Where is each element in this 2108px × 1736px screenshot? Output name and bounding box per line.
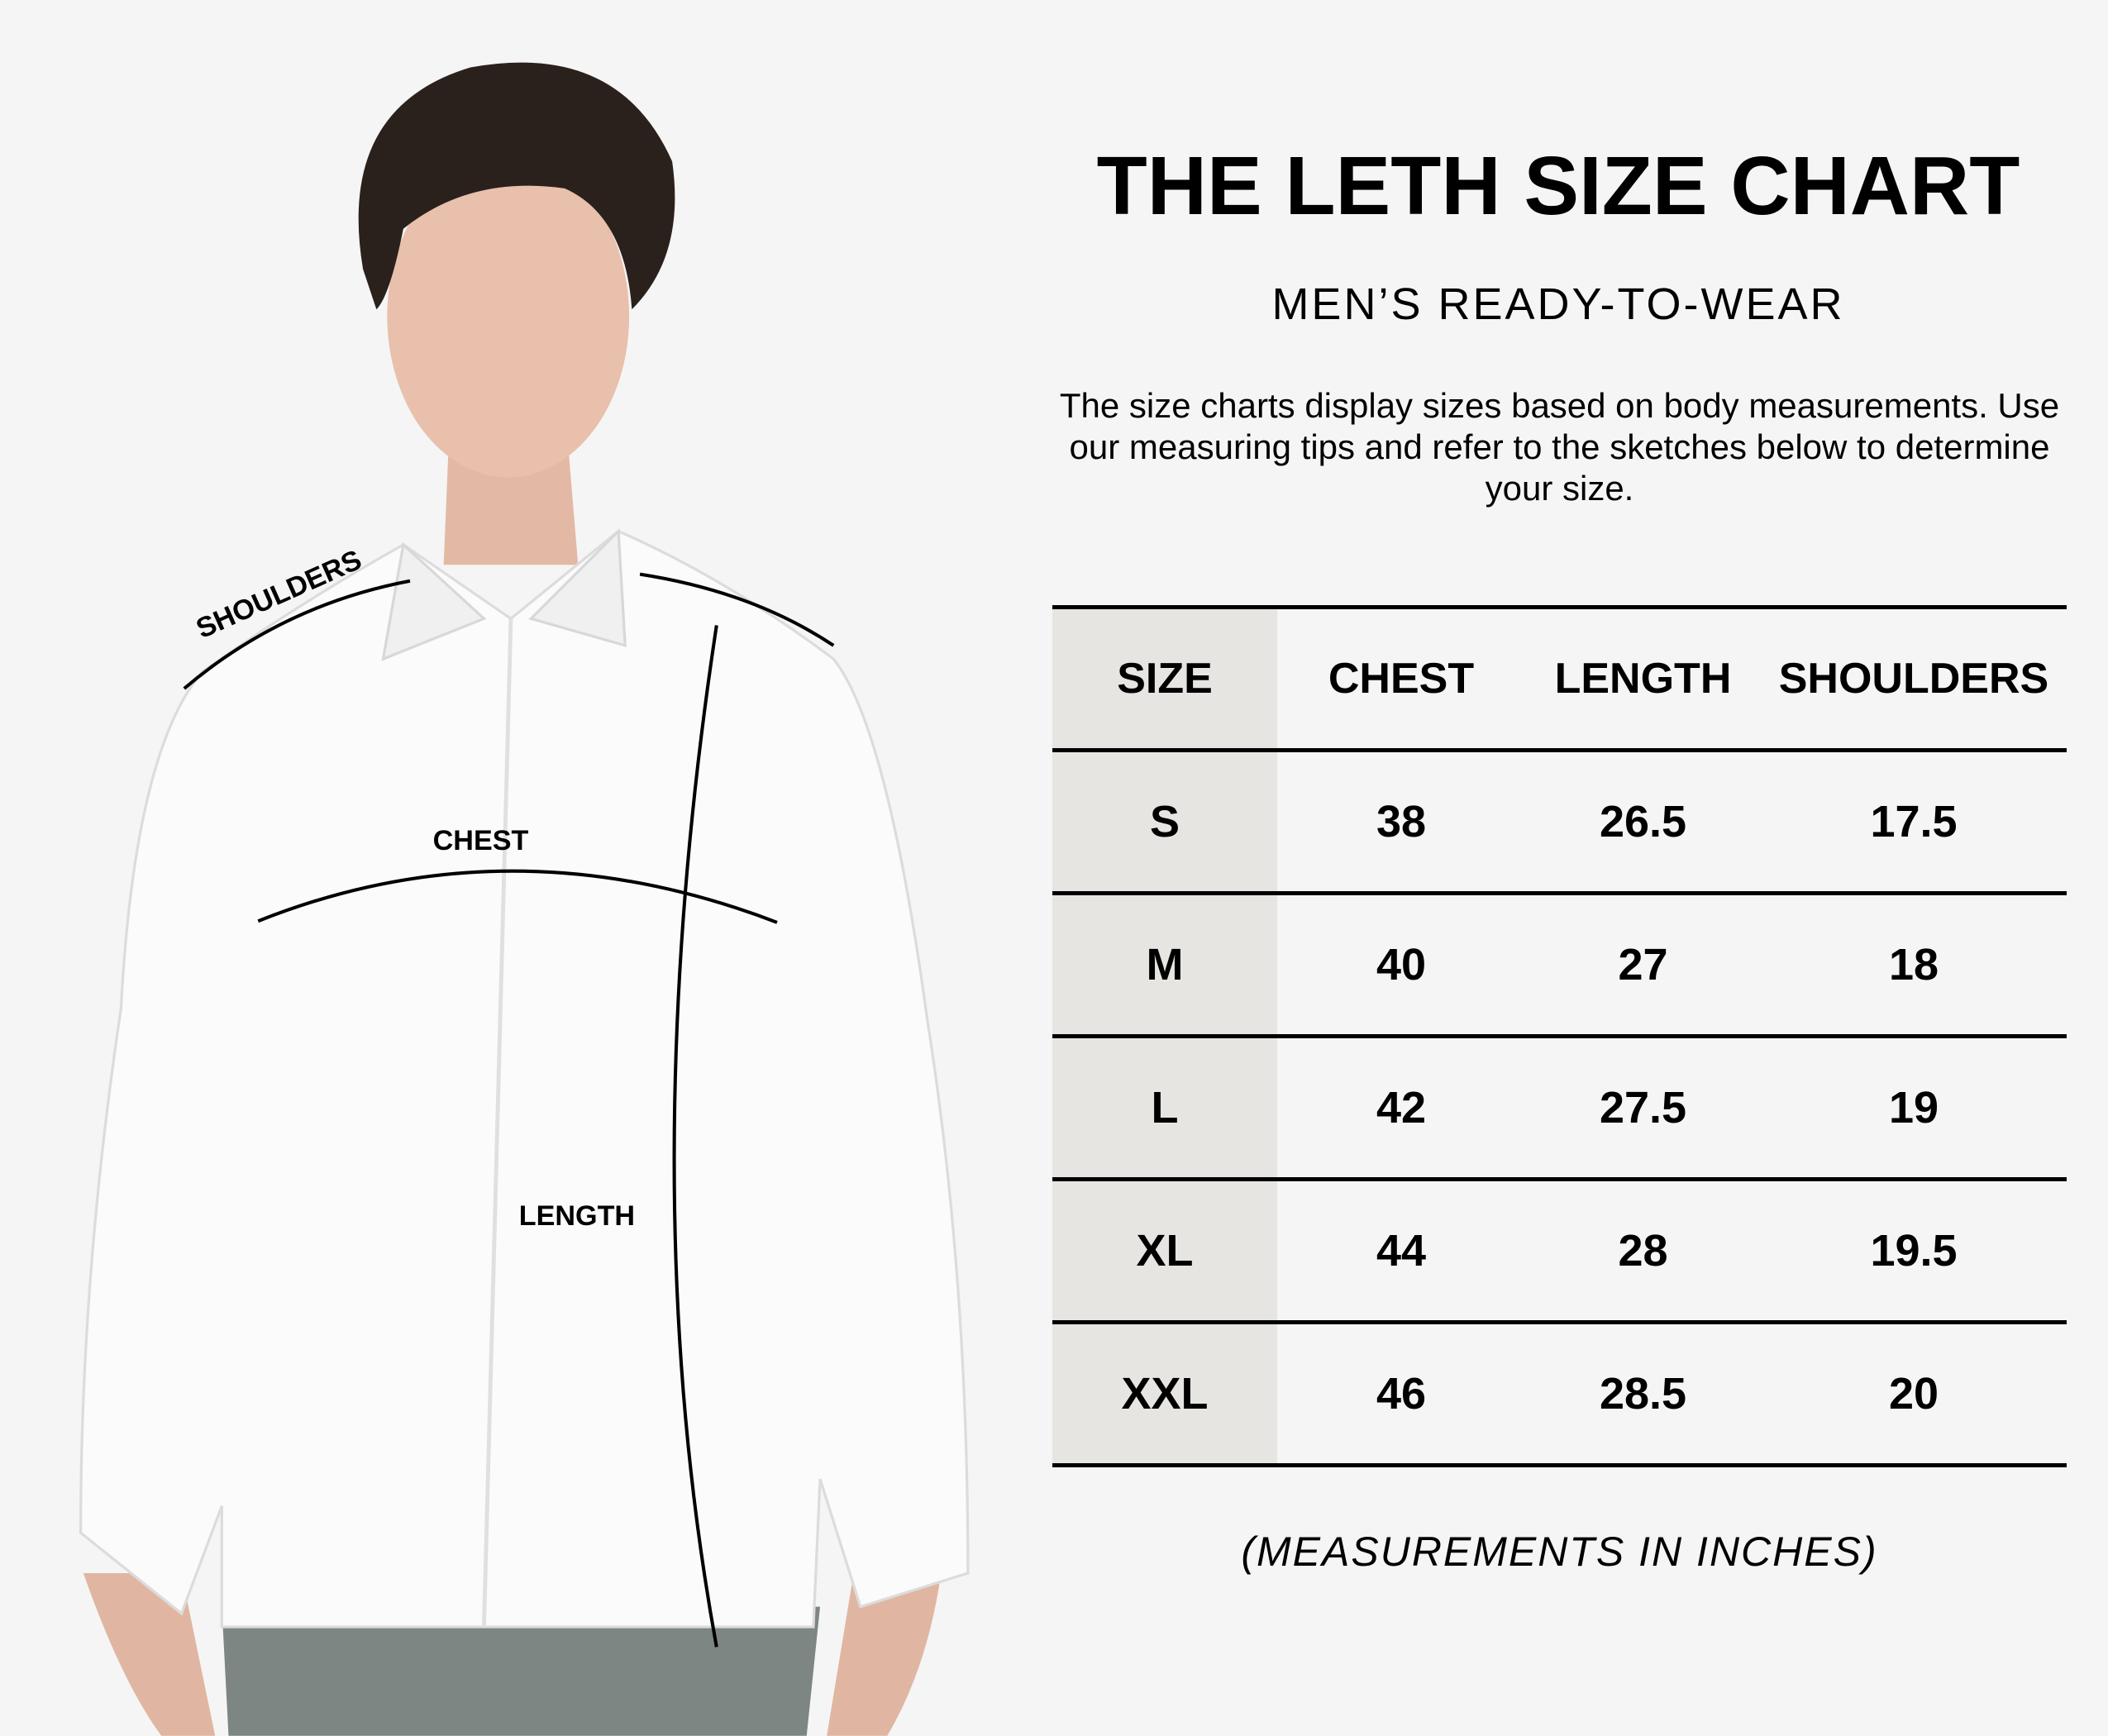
shoulders-cell: 17.5: [1870, 797, 1958, 847]
chest-cell: 38: [1376, 797, 1427, 847]
chest-cell: 40: [1376, 940, 1427, 990]
length-cell: 27.5: [1599, 1083, 1687, 1133]
size-cell: L: [1052, 1038, 1277, 1177]
shoulders-line: [183, 579, 411, 690]
shoulders-cell: 20: [1888, 1369, 1939, 1419]
chest-line: [257, 869, 778, 924]
shoulders-cell: 19.5: [1870, 1226, 1958, 1276]
length-cell: 28: [1618, 1226, 1668, 1276]
size-cell: XXL: [1052, 1324, 1277, 1463]
shoulders-cell: 18: [1888, 940, 1939, 990]
table-row: XL 44 28 19.5: [1052, 1177, 2067, 1320]
chest-cell: 42: [1376, 1083, 1427, 1133]
length-line: [672, 625, 718, 1648]
length-cell: 28.5: [1599, 1369, 1687, 1419]
table-header-row: SIZE CHEST LENGTH SHOULDERS: [1052, 605, 2067, 748]
length-cell: 27: [1618, 940, 1668, 990]
chest-label: CHEST: [433, 825, 529, 856]
table-row: S 38 26.5 17.5: [1052, 748, 2067, 891]
table-row: XXL 46 28.5 20: [1052, 1320, 2067, 1467]
chest-cell: 44: [1376, 1226, 1427, 1276]
shoulders-line: [639, 572, 835, 647]
shoulders-cell: 19: [1888, 1083, 1939, 1133]
table-row: L 42 27.5 19: [1052, 1034, 2067, 1177]
size-cell: XL: [1052, 1181, 1277, 1320]
size-table: SIZE CHEST LENGTH SHOULDERS S 38 26.5 17…: [1052, 605, 2067, 1467]
header-length: LENGTH: [1554, 655, 1732, 703]
units-note: (MEASUREMENTS IN INCHES): [1241, 1529, 1878, 1575]
length-label: LENGTH: [519, 1200, 635, 1232]
chest-cell: 46: [1376, 1369, 1427, 1419]
page-title: THE LETH SIZE CHART: [1096, 140, 2020, 232]
page-subtitle: MEN’S READY-TO-WEAR: [1271, 279, 1845, 329]
header-shoulders: SHOULDERS: [1778, 655, 2049, 703]
table-row: M 40 27 18: [1052, 891, 2067, 1034]
length-cell: 26.5: [1599, 797, 1687, 847]
header-chest: CHEST: [1328, 655, 1475, 703]
header-size: SIZE: [1052, 609, 1277, 748]
size-cell: M: [1052, 895, 1277, 1034]
description: The size charts display sizes based on b…: [1059, 386, 2060, 508]
size-cell: S: [1052, 752, 1277, 891]
